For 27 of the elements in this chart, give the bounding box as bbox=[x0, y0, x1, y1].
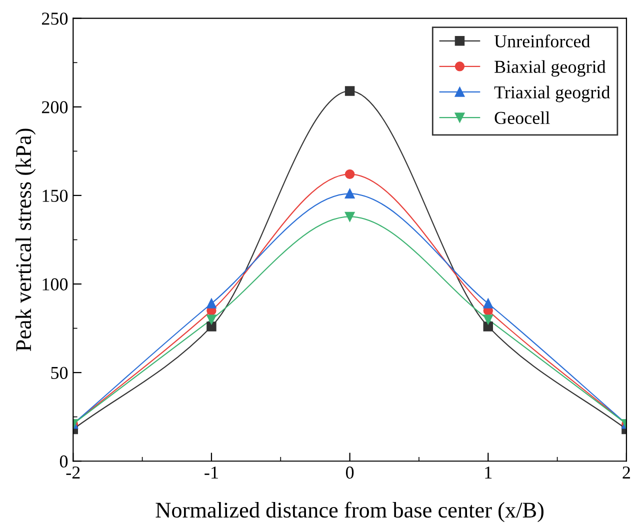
point bbox=[206, 314, 216, 324]
x-tick-label: 1 bbox=[485, 466, 492, 479]
point bbox=[344, 188, 355, 199]
y-tick-label: 50 bbox=[51, 366, 68, 380]
y-axis-title: Peak vertical stress (kPa) bbox=[15, 128, 36, 352]
x-tick-label: -1 bbox=[204, 466, 218, 479]
legend-label: Biaxial geogrid bbox=[494, 60, 606, 77]
x-tick-label: 2 bbox=[622, 466, 630, 479]
legend-label: Unreinforced bbox=[494, 34, 590, 48]
point bbox=[344, 86, 355, 96]
x-tick-label: 0 bbox=[346, 466, 354, 479]
y-tick-label: 100 bbox=[42, 278, 68, 290]
point bbox=[206, 322, 216, 332]
y-tick-label: 250 bbox=[42, 12, 68, 25]
x-axis-title: Normalized distance from base center (x/B) bbox=[156, 502, 544, 522]
legend-label: Triaxial geogrid bbox=[494, 86, 610, 102]
point bbox=[344, 169, 355, 180]
point bbox=[344, 212, 355, 222]
point bbox=[483, 314, 493, 324]
point bbox=[206, 298, 216, 308]
legend-label: Geocell bbox=[494, 111, 550, 124]
y-tick-label: 150 bbox=[42, 190, 68, 202]
point bbox=[483, 298, 493, 308]
y-tick-label: 200 bbox=[42, 101, 68, 114]
y-tick-label: 0 bbox=[60, 455, 68, 468]
point bbox=[483, 322, 493, 332]
x-tick-label: -2 bbox=[66, 466, 80, 479]
